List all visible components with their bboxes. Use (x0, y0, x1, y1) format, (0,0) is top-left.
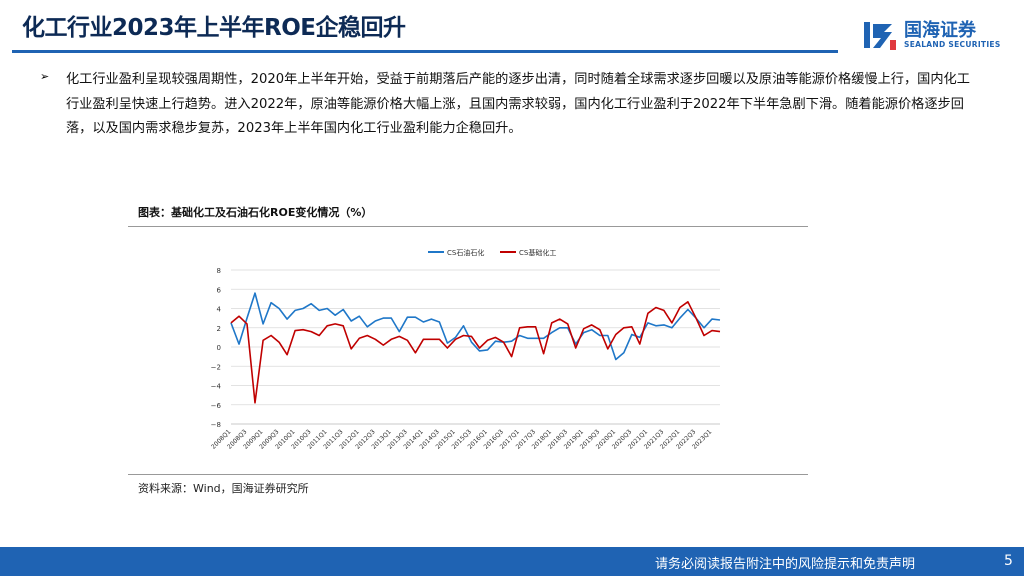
y-tick-label: 8 (217, 267, 221, 275)
y-tick-label: −8 (211, 421, 221, 429)
bullet-text: 化工行业盈利呈现较强周期性，2020年上半年开始，受益于前期落后产能的逐步出清，… (66, 72, 970, 136)
y-tick-label: −6 (211, 402, 222, 410)
company-logo: 国海证券 SEALAND SECURITIES (862, 18, 1012, 58)
roe-line-chart: 86420−2−4−6−82008Q12008Q32009Q12009Q3201… (210, 248, 721, 451)
y-tick-label: 6 (217, 286, 222, 294)
series-line-petrochem (230, 292, 721, 361)
page-title: 化工行业2023年上半年ROE企稳回升 (22, 15, 406, 41)
series-line-basic-chem (230, 301, 721, 404)
title-underline (12, 50, 838, 53)
arrow-bullet-icon: ➢ (40, 70, 50, 83)
legend-label: CS石油石化 (447, 248, 484, 257)
y-tick-label: 0 (217, 344, 221, 352)
disclaimer-link[interactable]: 请务必阅读报告附注中的风险提示和免责声明 (655, 557, 916, 572)
chart-source: 资料来源：Wind，国海证券研究所 (138, 482, 309, 495)
y-tick-label: 2 (217, 325, 221, 333)
chart-bottom-divider (128, 474, 808, 475)
footer-bar (0, 547, 1024, 576)
chart-title: 图表：基础化工及石油石化ROE变化情况（%） (138, 206, 373, 219)
y-tick-label: 4 (217, 306, 222, 314)
chart-top-divider (128, 226, 808, 227)
legend-label: CS基础化工 (519, 248, 556, 257)
page-number: 5 (1004, 553, 1013, 569)
sealand-logo-icon (864, 22, 896, 50)
logo-chinese-name: 国海证券 (904, 20, 976, 41)
logo-english-name: SEALAND SECURITIES (904, 40, 1001, 49)
y-tick-label: −2 (211, 363, 221, 371)
y-tick-label: −4 (211, 383, 222, 391)
